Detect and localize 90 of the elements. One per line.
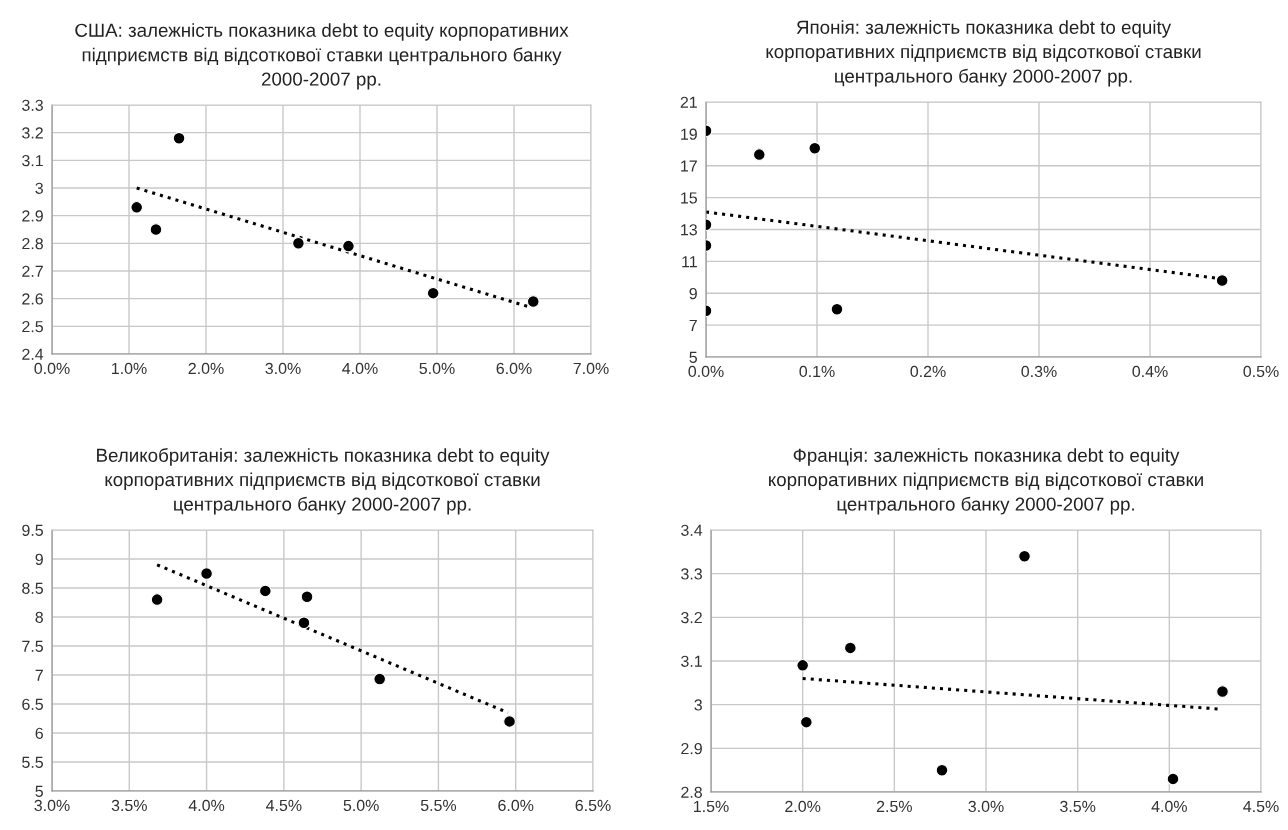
y-tick-label: 3.3	[22, 99, 43, 111]
x-tick-label: 6.5%	[575, 799, 611, 812]
x-tick-label: 0.2%	[910, 365, 946, 378]
y-tick-label: 7	[689, 319, 697, 331]
point	[300, 590, 314, 604]
x-tick-label: 2.5%	[876, 800, 912, 813]
x-tick-label: 4.0%	[188, 799, 225, 812]
x-tick-label: 0.0%	[688, 365, 724, 378]
y-tick-label: 2.8	[22, 237, 43, 250]
y-tick-label: 2.4	[22, 348, 44, 360]
x-tick-label: 0.0%	[34, 362, 70, 375]
point	[799, 715, 813, 729]
point	[1018, 549, 1031, 563]
x-tick-label: 5.5%	[420, 799, 457, 812]
y-tick-label: 13	[681, 224, 697, 236]
y-tick-label: 3	[694, 699, 702, 711]
x-tick-label: 2.0%	[188, 362, 224, 375]
x-tick-label: 0.4%	[1132, 365, 1168, 378]
point	[292, 236, 305, 250]
x-tick-label: 4.5%	[1243, 800, 1279, 813]
y-tick-label: 2.6	[22, 293, 43, 305]
y-tick-label: 8	[35, 611, 43, 623]
x-tick-label: 0.5%	[1243, 365, 1279, 378]
chart-title: США: залежність показника debt to equity корпоративних підприємств від відсоткової ставки центрального банку 2000-2007 рр.	[75, 23, 569, 90]
y-tick-label: 7.5	[22, 640, 43, 652]
y-tick-label: 3.2	[22, 127, 43, 139]
y-tick-label: 2.9	[681, 742, 702, 755]
y-tick-label: 2.8	[681, 786, 702, 798]
y-tick-label: 17	[681, 160, 697, 172]
x-tick-label: 1.0%	[112, 362, 147, 375]
y-tick-label: 2.7	[22, 265, 43, 277]
point	[796, 659, 810, 672]
point	[200, 567, 213, 580]
point	[373, 672, 387, 686]
point	[172, 131, 186, 145]
point	[843, 641, 857, 655]
x-tick-label: 3.0%	[265, 362, 301, 375]
x-tick-label: 3.0%	[34, 799, 70, 812]
y-tick-label: 15	[681, 192, 697, 204]
x-tick-label: 3.5%	[1060, 800, 1096, 813]
point	[342, 239, 355, 253]
y-tick-label: 7	[35, 669, 43, 681]
point	[503, 715, 516, 728]
point	[526, 295, 540, 308]
x-tick-label: 6.0%	[498, 799, 534, 812]
y-tick-label: 9.5	[22, 524, 43, 536]
point	[258, 584, 272, 598]
y-tick-label: 5	[689, 351, 697, 363]
chart-title: Великобританія: залежність показника debt to equity корпоративних підприємств від відсоткової ставки центрального банку 2000-2007 рр.	[97, 448, 550, 515]
point	[149, 223, 163, 236]
x-tick-label: 5.0%	[419, 362, 455, 375]
y-tick-label: 2.5	[22, 320, 43, 333]
y-tick-label: 9	[689, 287, 697, 300]
y-tick-label: 3.4	[681, 524, 703, 536]
point	[426, 286, 440, 300]
x-tick-label: 6.0%	[496, 362, 532, 375]
y-tick-label: 3.1	[22, 154, 43, 167]
point	[1216, 685, 1229, 698]
point	[935, 763, 949, 777]
x-tick-label: 3.0%	[968, 800, 1004, 813]
y-tick-label: 3.2	[681, 611, 702, 624]
chart-title: Франція: залежність показника debt to equity корпоративних підприємств від відсоткової ставки центрального банку 2000-2007 рр.	[769, 448, 1203, 515]
point	[1166, 772, 1180, 786]
x-tick-label: 1.5%	[694, 800, 729, 813]
x-tick-label: 4.5%	[266, 799, 302, 812]
y-tick-label: 19	[681, 128, 697, 140]
point	[150, 593, 164, 606]
y-tick-label: 3.1	[681, 655, 702, 667]
point	[130, 201, 144, 214]
point	[297, 616, 311, 630]
x-tick-label: 4.0%	[1151, 800, 1187, 813]
x-tick-label: 7.0%	[573, 362, 609, 375]
y-tick-label: 5	[35, 785, 43, 797]
y-tick-label: 6	[35, 727, 43, 739]
x-tick-label: 4.0%	[342, 362, 378, 375]
x-tick-label: 0.3%	[1021, 365, 1057, 378]
y-tick-label: 2.9	[22, 210, 43, 222]
y-tick-label: 11	[682, 256, 697, 268]
x-tick-label: 2.0%	[785, 800, 821, 813]
x-tick-label: 5.0%	[343, 799, 379, 812]
y-tick-label: 3	[35, 182, 43, 194]
x-tick-label: 0.1%	[799, 365, 835, 378]
y-tick-label: 21	[680, 96, 697, 108]
chart-title: Японія: залежність показника debt to equity корпоративних підприємств від відсоткової ставки центрального банку 2000-2007 рр.	[766, 20, 1201, 87]
x-tick-label: 3.5%	[111, 799, 147, 812]
y-tick-label: 8.5	[22, 582, 43, 594]
y-tick-label: 3.3	[681, 568, 702, 580]
y-tick-label: 6.5	[22, 698, 43, 710]
y-tick-label: 5.5	[22, 756, 43, 768]
y-tick-label: 9	[35, 553, 43, 565]
